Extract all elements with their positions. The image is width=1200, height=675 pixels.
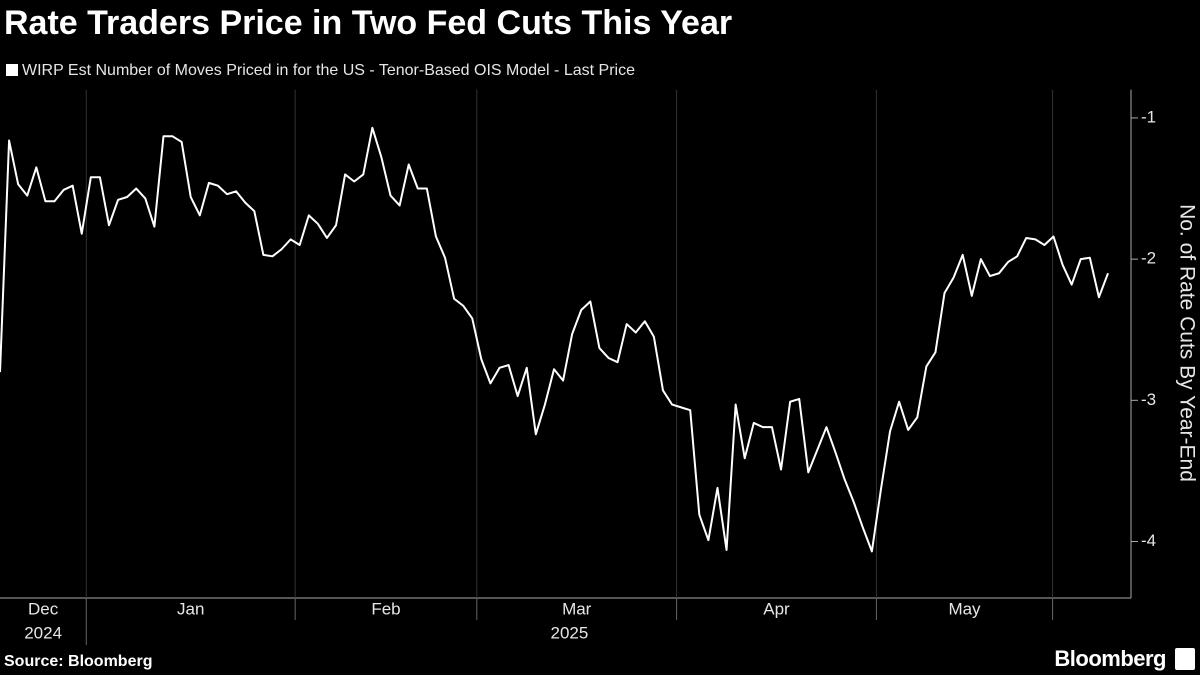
x-tick-label: Jan (177, 599, 204, 618)
logo-icon (1175, 648, 1195, 670)
year-label: 2024 (24, 623, 62, 642)
line-series (0, 126, 1109, 553)
y-tick-label: -1 (1141, 107, 1156, 126)
chart-title: Rate Traders Price in Two Fed Cuts This … (4, 4, 732, 42)
y-tick-label: -3 (1141, 390, 1156, 409)
x-tick-label: May (948, 599, 981, 618)
y-axis-label: No. of Rate Cuts By Year-End (1175, 204, 1198, 482)
legend-swatch (6, 64, 18, 76)
logo: Bloomberg (1054, 646, 1166, 671)
x-tick-label: Mar (562, 599, 592, 618)
x-tick-label: Dec (28, 599, 59, 618)
x-tick-label: Apr (763, 599, 790, 618)
source: Source: Bloomberg (4, 653, 152, 670)
year-label: 2025 (551, 623, 589, 642)
legend-label: WIRP Est Number of Moves Priced in for t… (22, 62, 635, 79)
x-tick-label: Feb (371, 599, 400, 618)
y-tick-label: -2 (1141, 249, 1156, 268)
y-tick-label: -4 (1141, 531, 1156, 550)
